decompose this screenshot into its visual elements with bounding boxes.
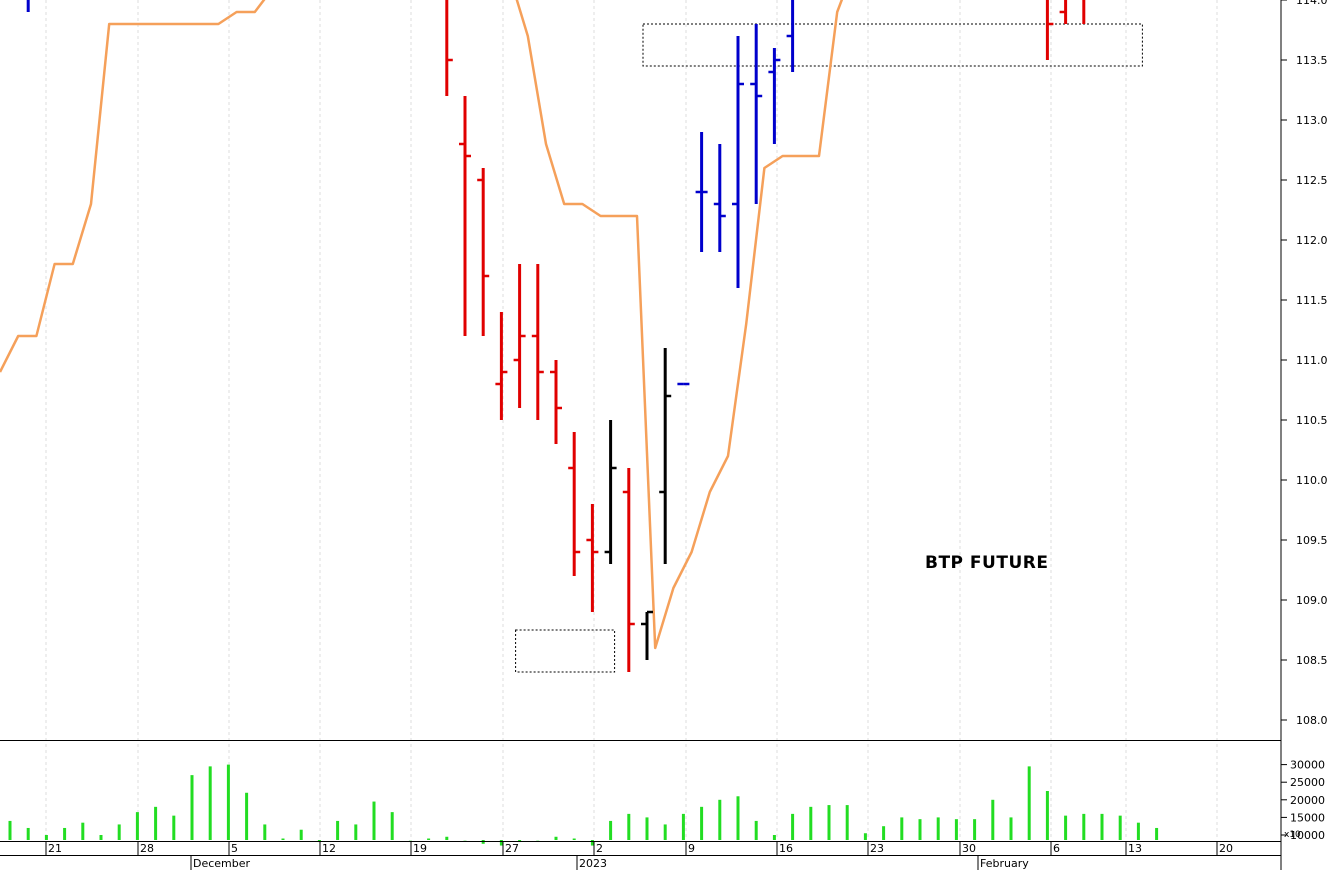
ohlc-bar — [495, 312, 508, 420]
ohlc-bar — [713, 144, 726, 252]
price-tick-label: 113.5 — [1296, 54, 1328, 67]
volume-tick-label: 25000 — [1290, 776, 1325, 789]
ohlc-bar — [477, 168, 490, 336]
ohlc-bar — [786, 0, 795, 72]
ohlc-bar — [1045, 0, 1054, 60]
price-tick-label: 108.5 — [1296, 654, 1328, 667]
price-tick-label: 113.0 — [1296, 114, 1328, 127]
date-tick-label: 27 — [505, 842, 519, 855]
volume-axis-ticks: 10000 15000 20000 25000 30000 — [1281, 759, 1325, 842]
ohlc-bar — [622, 468, 635, 672]
volume-tick-label: 20000 — [1290, 794, 1325, 807]
date-tick-label: 16 — [779, 842, 793, 855]
ohlc-bar — [750, 24, 763, 204]
date-tick-label: 12 — [322, 842, 336, 855]
date-tick-label: 19 — [413, 842, 427, 855]
date-tick-label: 5 — [231, 842, 238, 855]
pattern-boxes — [515, 23, 1143, 673]
ohlc-bar — [550, 360, 562, 444]
date-tick-label: 2 — [596, 842, 603, 855]
ohlc-bar — [732, 36, 744, 288]
ohlc-bar — [459, 96, 471, 336]
ohlc-bar — [1059, 0, 1068, 24]
date-tick-label: 6 — [1053, 842, 1060, 855]
date-tick-label: 23 — [870, 842, 884, 855]
date-tick-label: 28 — [140, 842, 154, 855]
date-tick-label: 21 — [48, 842, 62, 855]
ohlc-bar — [531, 264, 544, 420]
price-tick-label: 112.0 — [1296, 234, 1328, 247]
date-tick-label: 30 — [962, 842, 976, 855]
volume-multiplier-label: x10 — [1284, 830, 1301, 840]
price-tick-label: 110.0 — [1296, 474, 1328, 487]
ohlc-bars — [26, 0, 1086, 672]
volume-tick-label: 15000 — [1290, 811, 1325, 824]
ohlc-bar — [659, 348, 672, 564]
ohlc-bar — [586, 504, 599, 612]
month-tick-label: 2023 — [579, 857, 607, 870]
ohlc-bar — [604, 420, 617, 564]
date-tick-label: 9 — [688, 842, 695, 855]
ohlc-bar — [513, 264, 526, 408]
price-tick-label: 111.0 — [1296, 354, 1328, 367]
volume-tick-label: 10000 — [1290, 829, 1325, 842]
volume-bars — [8, 764, 1159, 846]
consolidation-box — [515, 629, 616, 673]
date-tick-label: 13 — [1128, 842, 1142, 855]
consolidation-box — [642, 23, 1143, 67]
ohlc-bar — [768, 48, 781, 144]
price-axis-ticks: 108.0 108.5 109.0 109.5 110.0 110.5 111.0 111.5… — [1281, 0, 1328, 727]
ohlc-bar — [568, 432, 581, 576]
trailing-stop-series — [0, 0, 844, 650]
ohlc-bar — [695, 132, 708, 252]
price-tick-label: 108.0 — [1296, 714, 1328, 727]
month-tick-label: December — [193, 857, 251, 870]
ohlc-bar — [445, 0, 453, 96]
ohlc-bar — [641, 610, 653, 660]
price-tick-label: 110.5 — [1296, 414, 1328, 427]
grid-lines — [45, 0, 1218, 840]
date-tick-label: 20 — [1219, 842, 1233, 855]
price-tick-label: 114.0 — [1296, 0, 1328, 7]
volume-tick-label: 30000 — [1290, 759, 1325, 772]
date-axis-ticks: 21 28 5 12 19 27 2 9 16 23 30 6 13 20 December 2023 Febr… — [45, 841, 1233, 870]
month-tick-label: February — [980, 857, 1029, 870]
price-tick-label: 112.5 — [1296, 174, 1328, 187]
price-tick-label: 109.5 — [1296, 534, 1328, 547]
axes — [0, 0, 1282, 870]
trailing-stop-line — [0, 0, 844, 650]
price-tick-label: 109.0 — [1296, 594, 1328, 607]
price-tick-label: 111.5 — [1296, 294, 1328, 307]
chart-title: BTP FUTURE — [925, 553, 1048, 573]
